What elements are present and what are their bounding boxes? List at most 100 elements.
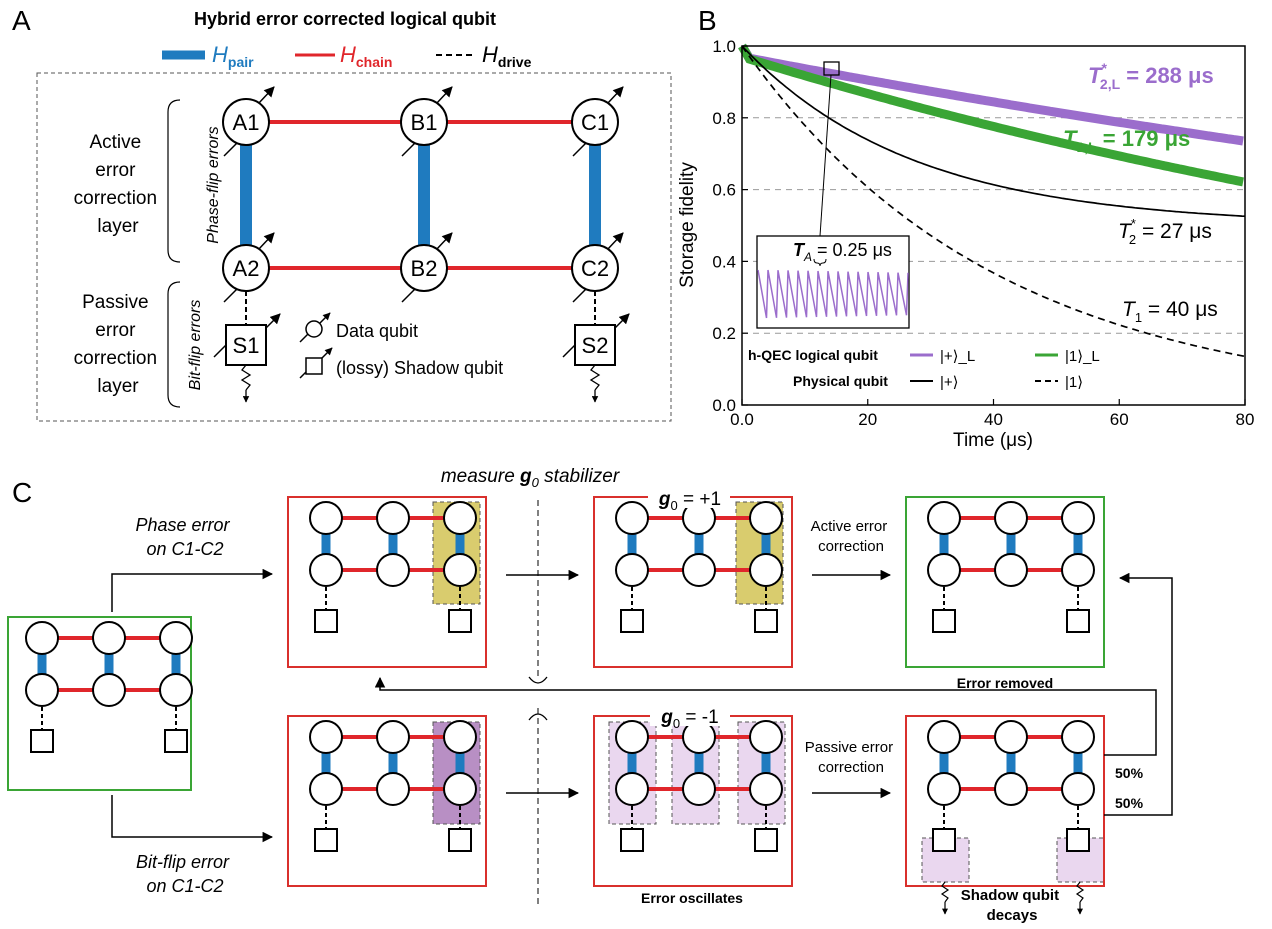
lattice-g0-plus <box>615 501 783 633</box>
lattice-initial <box>25 621 193 753</box>
lattice-phase-error-qubit <box>443 553 477 587</box>
shadow-s1-label: S1 <box>233 333 260 358</box>
lattice-g0-minus-shadow <box>620 828 644 852</box>
qubit-a1-label: A1 <box>233 110 260 135</box>
lattice-error-removed-qubit <box>1061 501 1095 535</box>
shadow-s2-label: S2 <box>582 333 609 358</box>
lattice-g0-plus-shadow <box>620 609 644 633</box>
x-tick-label-0: 0.0 <box>730 410 754 429</box>
active-correction-label: Active error correction <box>811 518 892 555</box>
error-oscillates-label: Error oscillates <box>641 890 743 906</box>
x-tick-label-3: 60 <box>1110 410 1129 429</box>
chart-series <box>738 43 1246 358</box>
lattice-error-removed-shadow <box>1066 609 1090 633</box>
lattice-g0-minus-qubit <box>682 772 716 806</box>
mini-lattices <box>25 501 1095 852</box>
lattice-initial-qubit <box>25 673 59 707</box>
y-tick-label-0: 0.0 <box>712 396 736 415</box>
error-removed-label: Error removed <box>957 675 1053 691</box>
inset-oscillation <box>757 269 909 319</box>
lattice-passive-qubit <box>994 720 1028 754</box>
legend-pair-label: Hpair <box>212 42 254 70</box>
lattice-g0-plus-qubit <box>749 501 783 535</box>
lattice-g0-minus-qubit <box>615 772 649 806</box>
shadow-qubit-label: (lossy) Shadow qubit <box>336 358 503 378</box>
qubit-b1: B1 <box>400 86 453 157</box>
y-tick-label-3: 0.6 <box>712 181 736 200</box>
legend-drive-label: Hdrive <box>482 42 532 70</box>
lattice-g0-plus-shadow <box>754 609 778 633</box>
lattice-g0-minus-qubit <box>615 720 649 754</box>
phase-flip-label: Phase-flip errors <box>205 126 222 243</box>
legend-logical-plus: |+⟩_L <box>940 348 975 365</box>
lattice-passive-qubit <box>994 772 1028 806</box>
lattice-phase-error-qubit <box>376 501 410 535</box>
arrow-feedback-lower <box>1104 572 1173 816</box>
highlight-shadow-c <box>1056 837 1105 883</box>
lattice-g0-minus <box>615 720 783 852</box>
lattice-g0-minus-qubit <box>749 772 783 806</box>
bitflip-error-label: Bit-flip error on C1-C2 <box>136 852 234 896</box>
lattice-initial-qubit <box>25 621 59 655</box>
lattice-bitflip-error-shadow <box>448 828 472 852</box>
passive-correction-label: Passive error correction <box>805 739 898 776</box>
lattice-initial-qubit <box>92 673 126 707</box>
lattice-bitflip-error-qubit <box>309 772 343 806</box>
qubit-c1: C1 <box>571 86 624 157</box>
y-axis-label: Storage fidelity <box>677 162 698 288</box>
frame-error-removed <box>905 496 1105 668</box>
projection-cap-bottom <box>528 713 548 721</box>
series-line-0 <box>738 43 1244 146</box>
hamiltonian-legend: Hpair Hchain Hdrive <box>162 42 532 70</box>
lattice-g0-plus-qubit <box>615 553 649 587</box>
decay-squiggle-c <box>1075 881 1085 915</box>
lattice-error-removed-qubit <box>994 501 1028 535</box>
arrow-to-bitflip <box>111 795 274 843</box>
shadow-decays-label: Shadow qubit decays <box>961 887 1064 924</box>
g0-plus-bg <box>648 490 730 508</box>
lattice-g0-minus-shadow <box>754 828 778 852</box>
lattice-bitflip-error-qubit <box>309 720 343 754</box>
decay-squiggle-a <box>940 881 950 915</box>
lattice-g0-plus-qubit <box>749 553 783 587</box>
lattice-passive-qubit <box>927 720 961 754</box>
active-layer-label: Active error correction layer <box>74 132 163 237</box>
lattice-passive-qubit <box>1061 720 1095 754</box>
y-tick-label-4: 0.8 <box>712 109 736 128</box>
passive-layer-label: Passive error correction layer <box>74 292 163 397</box>
lattice-bitflip-error-qubit <box>443 772 477 806</box>
shadow-qubit-s1: S1 <box>213 313 281 403</box>
legend-logical-label: h-QEC logical qubit <box>748 347 878 363</box>
legend-physical-plus: |+⟩ <box>940 374 959 391</box>
g0-minus-bg <box>650 708 730 726</box>
lattice-error-removed <box>927 501 1095 633</box>
panel-a-title: Hybrid error corrected logical qubit <box>194 9 496 29</box>
lattice-initial-qubit <box>159 673 193 707</box>
panel-b-letter: B <box>698 5 717 36</box>
lattice-g0-minus-qubit <box>749 720 783 754</box>
inset-frame <box>756 235 910 329</box>
measure-label: measure g0 stabilizer <box>441 466 620 490</box>
x-tick-label-4: 80 <box>1236 410 1255 429</box>
lattice-phase-error-shadow <box>448 609 472 633</box>
data-qubit-label: Data qubit <box>336 321 418 341</box>
lattice-bitflip-error-qubit <box>443 720 477 754</box>
lattice-bitflip-error-qubit <box>376 720 410 754</box>
t2l-annotation: T* 2,L = 288 μs <box>1088 60 1214 92</box>
y-tick-label-1: 0.2 <box>712 324 736 343</box>
bit-flip-label: Bit-flip errors <box>187 300 204 391</box>
chart-grid <box>742 117 1245 334</box>
chart-legend: h-QEC logical qubit |+⟩_L |1⟩_L Physical… <box>748 347 1100 391</box>
qubit-c2: C2 <box>571 232 624 303</box>
lattice-phase-error-shadow <box>314 609 338 633</box>
period-brace <box>813 258 827 267</box>
x-tick-label-1: 20 <box>858 410 877 429</box>
lattice-g0-plus-qubit <box>615 501 649 535</box>
qubit-a1: A1 <box>222 86 275 157</box>
lattice-passive-qubit <box>927 772 961 806</box>
x-axis-label: Time (μs) <box>953 430 1033 451</box>
qubit-type-legend: Data qubit (lossy) Shadow qubit <box>299 312 503 379</box>
qubit-a2: A2 <box>222 232 275 303</box>
qubit-b2: B2 <box>400 232 453 303</box>
